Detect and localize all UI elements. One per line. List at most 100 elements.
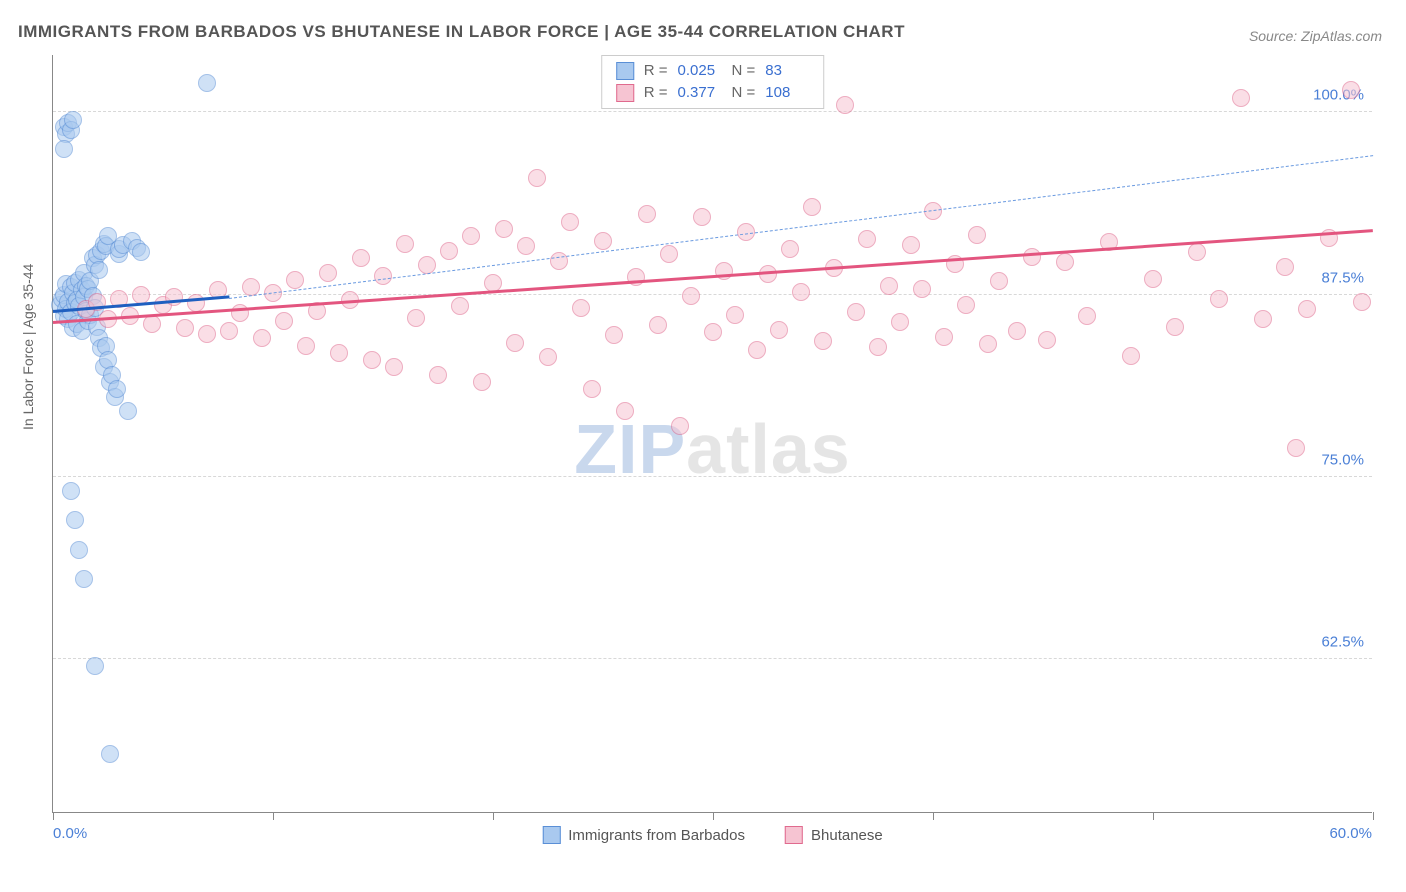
- data-point: [693, 208, 711, 226]
- data-point: [108, 380, 126, 398]
- data-point: [62, 482, 80, 500]
- data-point: [847, 303, 865, 321]
- r-value-bhutanese: 0.377: [678, 82, 722, 104]
- data-point: [1298, 300, 1316, 318]
- data-point: [517, 237, 535, 255]
- data-point: [957, 296, 975, 314]
- data-point: [64, 111, 82, 129]
- data-point: [1144, 270, 1162, 288]
- gridline: [53, 111, 1372, 112]
- x-tick: [273, 812, 274, 820]
- data-point: [594, 232, 612, 250]
- data-point: [781, 240, 799, 258]
- data-point: [220, 322, 238, 340]
- data-point: [1210, 290, 1228, 308]
- data-point: [495, 220, 513, 238]
- data-point: [649, 316, 667, 334]
- data-point: [902, 236, 920, 254]
- legend-row-bhutanese: R = 0.377 N = 108: [616, 82, 810, 104]
- data-point: [1353, 293, 1371, 311]
- n-value-bhutanese: 108: [765, 82, 809, 104]
- data-point: [132, 243, 150, 261]
- data-point: [704, 323, 722, 341]
- y-tick-label: 87.5%: [1321, 269, 1364, 286]
- swatch-bhutanese: [616, 84, 634, 102]
- data-point: [803, 198, 821, 216]
- data-point: [429, 366, 447, 384]
- gridline: [53, 658, 1372, 659]
- data-point: [869, 338, 887, 356]
- data-point: [748, 341, 766, 359]
- data-point: [1276, 258, 1294, 276]
- data-point: [660, 245, 678, 263]
- n-value-barbados: 83: [765, 60, 809, 82]
- data-point: [1008, 322, 1026, 340]
- data-point: [990, 272, 1008, 290]
- swatch-barbados-icon: [542, 826, 560, 844]
- data-point: [1232, 89, 1250, 107]
- x-tick: [53, 812, 54, 820]
- data-point: [90, 261, 108, 279]
- data-point: [880, 277, 898, 295]
- data-point: [132, 286, 150, 304]
- r-label: R =: [644, 82, 668, 104]
- data-point: [198, 325, 216, 343]
- data-point: [726, 306, 744, 324]
- data-point: [176, 319, 194, 337]
- data-point: [1166, 318, 1184, 336]
- legend-item-bhutanese: Bhutanese: [785, 826, 883, 844]
- data-point: [550, 252, 568, 270]
- data-point: [891, 313, 909, 331]
- data-point: [198, 74, 216, 92]
- data-point: [101, 745, 119, 763]
- data-point: [968, 226, 986, 244]
- correlation-legend: R = 0.025 N = 83 R = 0.377 N = 108: [601, 55, 825, 109]
- x-tick: [1153, 812, 1154, 820]
- data-point: [275, 312, 293, 330]
- data-point: [792, 283, 810, 301]
- data-point: [506, 334, 524, 352]
- legend-label-barbados: Immigrants from Barbados: [568, 827, 745, 844]
- data-point: [1188, 243, 1206, 261]
- x-tick: [1373, 812, 1374, 820]
- data-point: [253, 329, 271, 347]
- data-point: [671, 417, 689, 435]
- data-point: [1038, 331, 1056, 349]
- legend-row-barbados: R = 0.025 N = 83: [616, 60, 810, 82]
- n-label: N =: [732, 60, 756, 82]
- data-point: [119, 402, 137, 420]
- data-point: [55, 140, 73, 158]
- data-point: [374, 267, 392, 285]
- data-point: [1023, 248, 1041, 266]
- data-point: [1078, 307, 1096, 325]
- data-point: [330, 344, 348, 362]
- data-point: [385, 358, 403, 376]
- data-point: [66, 511, 84, 529]
- x-tick: [713, 812, 714, 820]
- swatch-barbados: [616, 62, 634, 80]
- data-point: [583, 380, 601, 398]
- x-tick: [933, 812, 934, 820]
- data-point: [814, 332, 832, 350]
- data-point: [319, 264, 337, 282]
- x-tick: [493, 812, 494, 820]
- data-point: [352, 249, 370, 267]
- data-point: [1056, 253, 1074, 271]
- data-point: [396, 235, 414, 253]
- data-point: [539, 348, 557, 366]
- data-point: [462, 227, 480, 245]
- data-point: [638, 205, 656, 223]
- data-point: [363, 351, 381, 369]
- source-credit: Source: ZipAtlas.com: [1249, 28, 1382, 44]
- data-point: [605, 326, 623, 344]
- data-point: [528, 169, 546, 187]
- data-point: [1287, 439, 1305, 457]
- data-point: [913, 280, 931, 298]
- legend-label-bhutanese: Bhutanese: [811, 827, 883, 844]
- data-point: [979, 335, 997, 353]
- chart-title: IMMIGRANTS FROM BARBADOS VS BHUTANESE IN…: [18, 22, 905, 42]
- data-point: [836, 96, 854, 114]
- r-value-barbados: 0.025: [678, 60, 722, 82]
- data-point: [1122, 347, 1140, 365]
- gridline: [53, 476, 1372, 477]
